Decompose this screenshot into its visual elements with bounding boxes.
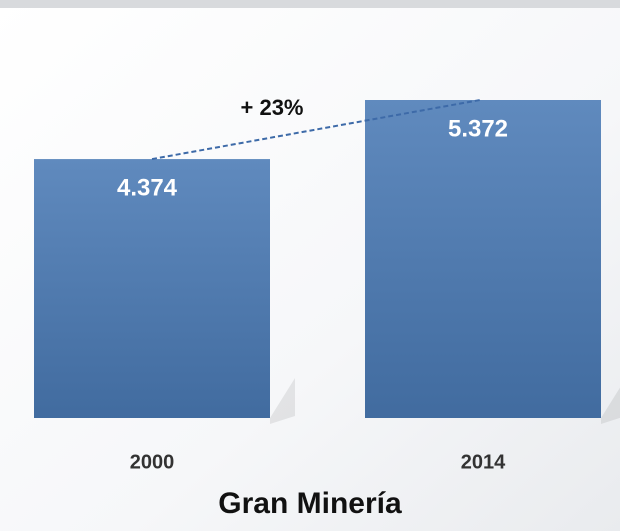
top-border — [0, 0, 620, 8]
chart-title: Gran Minería — [218, 487, 402, 520]
x-tick-label: 2000 — [130, 451, 175, 473]
bar-shade — [365, 100, 601, 418]
bar-shade — [34, 159, 270, 418]
value-label: 5.372 — [448, 115, 508, 142]
bar-shadow — [270, 378, 295, 424]
value-label: 4.374 — [117, 174, 178, 201]
bar-shadow — [601, 387, 620, 424]
x-tick-label: 2014 — [461, 451, 506, 473]
annotation: + 23% — [241, 95, 304, 120]
